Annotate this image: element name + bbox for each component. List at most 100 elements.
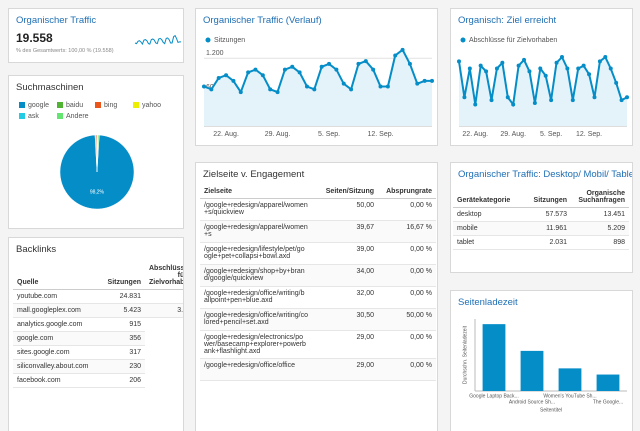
x-tick-label: Android Source Sh... <box>509 399 555 405</box>
pie-slice <box>96 134 100 173</box>
table-cell: /google+redesign/office/writing/ballpoin… <box>200 286 312 309</box>
point <box>238 90 243 95</box>
header-row: QuelleSitzungenAbschlüsse für Zielvorhab… <box>13 262 183 290</box>
widget-title[interactable]: Organischer Traffic <box>16 15 97 26</box>
legend-swatch <box>205 37 211 43</box>
point <box>576 66 581 71</box>
point <box>570 98 575 103</box>
x-tick-label: 5. Sep. <box>318 131 340 138</box>
widget-title[interactable]: Organisch: Ziel erreicht <box>458 15 557 26</box>
chart: Google Laptop Back...Android Source Sh..… <box>462 319 627 413</box>
point <box>290 64 295 69</box>
table-row: /google+redesign/lifestyle/pet/google+pe… <box>200 242 436 265</box>
point <box>334 67 339 72</box>
backlinks-widget: Backlinks QuelleSitzungenAbschlüsse für … <box>8 237 184 431</box>
table-cell: 11.961 <box>525 221 571 236</box>
widget-title: Zielseite v. Engagement <box>203 169 305 180</box>
y-axis-label: Durchschn. Seitenladezeit <box>462 325 468 384</box>
point <box>400 47 405 52</box>
x-axis-label: Seitentitel <box>540 407 562 413</box>
load-time-widget: Seitenladezeit Google Laptop Back... Andr… <box>450 290 633 431</box>
table-cell: 0,00 % <box>378 330 436 359</box>
table-cell: /google+redesign/electronics/power/basec… <box>200 330 312 359</box>
bar <box>558 368 582 391</box>
legend-swatch <box>19 102 25 108</box>
table-cell: mall.googleplex.com <box>13 303 95 318</box>
point <box>327 61 332 66</box>
table-row: analytics.google.com 915 <box>13 317 183 332</box>
column-header: Seiten/Sitzung <box>312 185 378 199</box>
table-cell: 0,00 % <box>378 198 436 221</box>
header-row: Zielseite Seiten/Sitzung Absprungrate <box>200 185 436 199</box>
point <box>415 81 420 86</box>
chart: google baidu bing yahoo ask Andere 98,2% <box>19 102 161 210</box>
x-tick-label: 12. Sep. <box>367 131 393 138</box>
area <box>204 49 432 126</box>
legend-swatch <box>19 113 25 119</box>
point <box>371 67 376 72</box>
widget-title: Backlinks <box>16 244 57 255</box>
table-cell: 317 <box>95 345 145 360</box>
point <box>554 60 559 65</box>
point <box>378 84 383 89</box>
point <box>516 63 521 68</box>
point <box>430 78 434 83</box>
point <box>614 80 619 85</box>
chart: Abschlüsse für Zielvorhaben 22. Aug. 29. A… <box>457 37 629 138</box>
table-cell: /google+redesign/office/writing/colored+… <box>200 308 312 331</box>
point <box>527 69 532 74</box>
devices-widget: Organischer Traffic: Desktop/ Mobil/ Tab… <box>450 162 633 273</box>
point <box>297 70 302 75</box>
table-cell: 0,00 % <box>378 242 436 265</box>
point <box>224 73 229 78</box>
point <box>592 95 597 100</box>
point <box>462 95 467 100</box>
line <box>203 48 432 95</box>
point <box>457 59 461 64</box>
point <box>209 87 214 92</box>
widget-title[interactable]: Organischer Traffic: Desktop/ Mobil/ Tab… <box>458 169 633 180</box>
point <box>619 98 624 103</box>
table-cell: /google+redesign/apparel/women+s <box>200 220 312 243</box>
point <box>282 67 287 72</box>
x-tick-label: 29. Aug. <box>500 131 526 138</box>
x-tick-label: The Google... <box>593 399 623 405</box>
point <box>202 84 206 89</box>
table-cell: 2.031 <box>525 235 571 250</box>
point <box>349 87 354 92</box>
point <box>275 90 280 95</box>
table-cell: google.com <box>13 331 95 346</box>
table-cell: 0,00 % <box>378 358 436 381</box>
table-row: google.com 356 <box>13 331 183 346</box>
point <box>356 61 361 66</box>
table-cell: 2 <box>145 289 183 304</box>
point <box>253 67 258 72</box>
point <box>319 64 324 69</box>
column-header: Absprungrate <box>378 185 436 199</box>
table-row: sites.google.com 317 <box>13 345 183 360</box>
widget-title[interactable]: Seitenladezeit <box>458 297 518 308</box>
point <box>467 66 472 71</box>
table-cell: 230 <box>95 359 145 374</box>
x-tick-label: Women's YouTube Sh... <box>543 393 596 399</box>
point <box>385 84 390 89</box>
point <box>565 66 570 71</box>
table-row: /google+redesign/apparel/women+s 39,67 16,… <box>200 220 436 243</box>
y-tick-label: 1.200 <box>206 50 224 57</box>
table-cell: /google+redesign/lifestyle/pet/google+pe… <box>200 242 312 265</box>
widget-title: Suchmaschinen <box>16 82 84 93</box>
legend-label: baidu <box>66 102 83 109</box>
widget-title[interactable]: Organischer Traffic (Verlauf) <box>203 15 322 26</box>
table-row: /google+redesign/shop+by+brand/google/qu… <box>200 264 436 287</box>
point <box>549 98 554 103</box>
x-tick-label: 22. Aug. <box>213 131 239 138</box>
x-tick-label: 22. Aug. <box>462 131 488 138</box>
bar <box>520 350 544 391</box>
search-engines-widget: Suchmaschinen google baidu bing yahoo ask And… <box>8 75 184 229</box>
point <box>500 60 505 65</box>
point <box>363 59 368 64</box>
point <box>260 73 265 78</box>
legend-label: Andere <box>66 113 89 120</box>
